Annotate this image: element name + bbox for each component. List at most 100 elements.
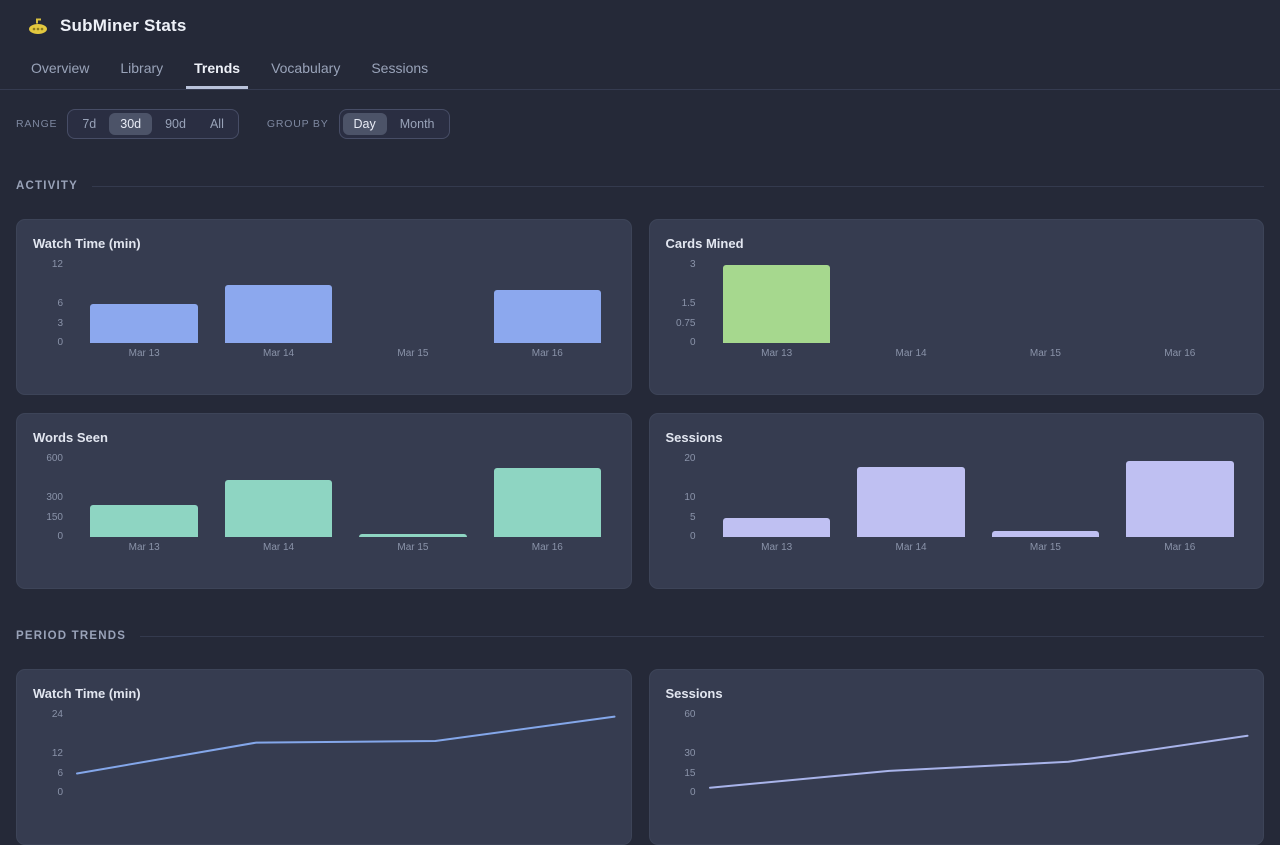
watch-time-line-chart: 24 12 6 0 [33,710,615,798]
x-tick-label: Mar 15 [397,348,429,359]
y-tick-label: 600 [46,453,63,464]
x-axis: Mar 13 Mar 14 Mar 15 Mar 16 [710,348,1248,359]
sessions-bar-chart: 20 10 5 0 Mar 13 Mar 14 Mar 15 Mar 16 [666,454,1248,553]
y-axis: 60 30 15 0 [666,710,710,798]
y-tick-label: 0 [57,531,63,542]
y-tick-label: 5 [689,511,696,523]
range-option-90d[interactable]: 90d [154,113,197,135]
range-option-7d[interactable]: 7d [71,113,107,135]
sessions-line-chart: 60 30 15 0 [666,710,1248,798]
y-tick-label: 0 [689,531,696,542]
chart-card-words-seen: Words Seen 600 300 150 0 Mar 13 Mar 14 Mar 15 M… [16,413,632,589]
bar-slot [978,265,1112,343]
bar-plot [77,459,615,537]
bar-slot [844,265,978,343]
x-tick-label: Mar 13 [761,542,793,553]
line-plot [710,715,1248,793]
x-tick-label: Mar 14 [263,542,295,553]
y-tick-label: 12 [51,259,63,270]
x-tick-label: Mar 16 [1164,542,1196,553]
bar [90,504,198,537]
chart-card-sessions-trend: Sessions 60 30 15 0 [648,669,1264,845]
bar [857,466,965,537]
x-tick-label: Mar 16 [1164,348,1196,359]
bar-slot [77,459,211,537]
y-axis: 12 6 3 0 [33,260,77,348]
activity-row-1: Watch Time (min) 12 6 3 0 Mar 13 Mar 14 Mar 15… [16,219,1264,395]
x-tick-label: Mar 15 [1029,348,1061,359]
y-tick-label: 20 [684,453,696,464]
tab-vocabulary[interactable]: Vocabulary [263,60,348,89]
line-chart-svg [77,715,615,793]
app-header: SubMiner Stats [0,0,1280,36]
bar-plot [710,459,1248,537]
group-option-day[interactable]: Day [342,113,387,135]
range-label: RANGE [16,118,58,130]
tab-overview[interactable]: Overview [23,60,97,89]
y-tick-label: 3 [689,259,696,270]
line-plot [77,715,615,793]
x-tick-label: Mar 15 [397,542,429,553]
bar [991,531,1100,537]
trend-line [710,736,1248,788]
bar-slot [710,459,844,537]
y-tick-label: 0 [689,787,696,798]
range-toggle: 7d 30d 90d All [67,109,239,139]
chart-title: Watch Time (min) [33,686,141,701]
x-axis: Mar 13 Mar 14 Mar 15 Mar 16 [710,542,1248,553]
chart-card-watch-time-trend: Watch Time (min) 24 12 6 0 [16,669,632,845]
y-tick-label: 6 [57,767,63,779]
section-activity: ACTIVITY [16,180,1264,192]
bar-slot [978,459,1112,537]
section-period-trends: PERIOD TRENDS [16,630,1264,642]
bar-slot [211,265,345,343]
submarine-icon [28,18,48,35]
bar-slot [480,459,614,537]
x-tick-label: Mar 16 [531,348,563,359]
bar-slot [480,265,614,343]
activity-row-2: Words Seen 600 300 150 0 Mar 13 Mar 14 Mar 15 M… [16,413,1264,589]
y-tick-label: 10 [684,492,696,503]
section-divider [92,185,1264,187]
chart-title: Cards Mined [665,236,744,251]
x-tick-label: Mar 14 [895,542,927,553]
y-axis: 3 1.5 0.75 0 [666,260,710,348]
chart-title: Words Seen [33,430,108,445]
y-tick-label: 150 [46,511,63,523]
x-tick-label: Mar 13 [128,542,160,553]
bar-plot [77,265,615,343]
chart-card-watch-time: Watch Time (min) 12 6 3 0 Mar 13 Mar 14 Mar 15… [16,219,632,395]
y-tick-label: 0 [57,787,63,798]
y-tick-label: 0 [57,337,63,348]
tab-library[interactable]: Library [112,60,171,89]
y-tick-label: 3 [57,317,63,329]
group-by-label: GROUP BY [266,118,329,130]
bar-slot [1113,459,1247,537]
x-tick-label: Mar 14 [895,348,927,359]
range-option-30d[interactable]: 30d [109,113,153,135]
chart-title: Watch Time (min) [33,236,141,251]
bar-slot [346,459,480,537]
bar [722,517,831,537]
chart-card-sessions: Sessions 20 10 5 0 Mar 13 Mar 14 Mar 15 Mar 16 [648,413,1264,589]
y-tick-label: 60 [684,709,696,720]
main-nav: Overview Library Trends Vocabulary Sessi… [0,60,1280,90]
bar [1126,460,1234,537]
period-trends-row: Watch Time (min) 24 12 6 0 Sessions 60 30 15 0 [16,669,1264,845]
group-option-month[interactable]: Month [389,113,446,135]
section-title-period-trends: PERIOD TRENDS [16,630,127,642]
words-seen-bar-chart: 600 300 150 0 Mar 13 Mar 14 Mar 15 Mar 16 [33,454,615,553]
bar-slot [844,459,978,537]
watch-time-bar-chart: 12 6 3 0 Mar 13 Mar 14 Mar 15 Mar 16 [33,260,615,359]
line-chart-svg [710,715,1248,793]
trend-line [77,717,615,774]
tab-sessions[interactable]: Sessions [363,60,436,89]
bar [722,265,831,343]
bar [90,304,198,343]
bar [224,479,333,537]
range-option-all[interactable]: All [199,113,235,135]
tab-trends[interactable]: Trends [186,60,249,89]
x-tick-label: Mar 16 [531,542,563,553]
bar [493,289,602,343]
bar-slot [710,265,844,343]
